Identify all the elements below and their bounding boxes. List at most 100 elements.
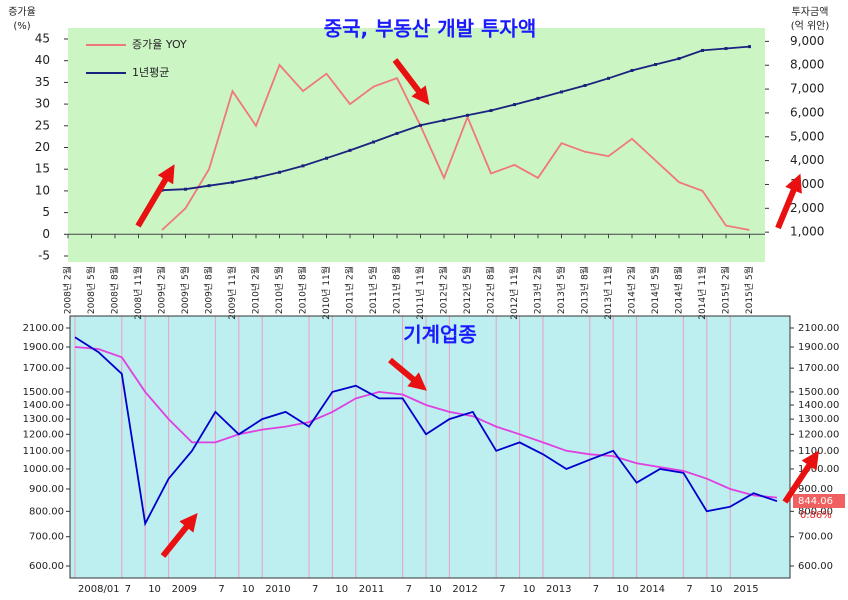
x-tick-label: 2014년 5월: [649, 266, 661, 314]
x-tick-label: 2013년 11월: [602, 266, 614, 320]
y-tick-label: 1500.00: [23, 387, 64, 398]
point: [184, 187, 187, 191]
point: [513, 103, 516, 107]
y-tick-label: 1400.00: [798, 400, 839, 411]
x-tick-label: 2011년 8월: [391, 266, 403, 314]
x-tick-label: 2008년 8월: [109, 266, 121, 314]
x-tick-label: 2008/01: [78, 584, 120, 595]
point: [301, 164, 305, 168]
x-tick-label: 2009년 5월: [179, 266, 191, 314]
legend-label: 증가율 YOY: [132, 38, 187, 51]
x-tick-label: 2012: [452, 584, 477, 595]
last-value-label: 844.06: [798, 496, 833, 507]
x-tick-label: 10: [710, 584, 723, 595]
y-tick-label: 1300.00: [798, 414, 839, 425]
y-tick-label: 1700.00: [798, 363, 839, 374]
x-tick-label: 10: [242, 584, 255, 595]
series-line: [74, 336, 778, 527]
arrow: [135, 164, 175, 228]
x-tick-label: 2008년 11월: [132, 266, 144, 320]
y-tick-label: 5: [42, 205, 50, 219]
y-axis-label: 증가율: [8, 6, 36, 18]
legend-label: 1년평균: [132, 66, 169, 79]
x-tick-label: 2013년 5월: [555, 266, 567, 314]
x-tick-label: 7: [686, 584, 692, 595]
y2-tick-label: 7,000: [790, 82, 824, 96]
y-tick-label: 900.00: [798, 484, 833, 495]
x-tick-label: 10: [429, 584, 442, 595]
y-tick-label: 1200.00: [798, 429, 839, 440]
x-tick-label: 2008년 5월: [85, 266, 97, 314]
y-tick-label: 900.00: [29, 484, 64, 495]
x-tick-label: 2012년 11월: [508, 266, 520, 320]
y2-tick-label: 4,000: [790, 153, 824, 167]
point: [630, 68, 634, 72]
annotation: 0.86%: [800, 510, 832, 521]
point: [278, 170, 281, 174]
point: [325, 156, 328, 160]
x-tick-label: 2010년 11월: [320, 266, 332, 320]
point: [654, 63, 657, 67]
y-tick-label: 800.00: [29, 506, 64, 517]
arrow: [388, 357, 427, 391]
y2-tick-label: 9,000: [790, 34, 824, 48]
y-tick-label: 1500.00: [798, 387, 839, 398]
y2-tick-label: 1,000: [790, 225, 824, 239]
y-tick-label: 1200.00: [23, 429, 64, 440]
point: [372, 140, 375, 144]
y-tick-label: 1100.00: [23, 446, 64, 457]
x-tick-label: 2012년 2월: [438, 266, 450, 314]
y-tick-label: 25: [35, 118, 50, 132]
point: [348, 148, 352, 152]
chart-title: 기계업종: [403, 323, 477, 347]
y-tick-label: 1900.00: [23, 342, 64, 353]
x-tick-label: 2015년 2월: [720, 266, 732, 314]
x-tick-label: 2010년 2월: [250, 266, 262, 314]
y-tick-label: 40: [35, 53, 50, 67]
y2-axis-label: (억 위안): [791, 19, 830, 32]
x-tick-label: 10: [148, 584, 161, 595]
chart-title: 중국, 부동산 개발 투자액: [324, 17, 537, 41]
x-tick-label: 2010년 8월: [297, 266, 309, 314]
arrow: [160, 512, 198, 558]
y-tick-label: 45: [35, 32, 50, 46]
series-line: [74, 346, 778, 499]
x-tick-label: 2014년 2월: [626, 266, 638, 314]
x-tick-label: 2009년 8월: [203, 266, 215, 314]
y-tick-label: 1000.00: [23, 464, 64, 475]
x-tick-label: 2011년 2월: [344, 266, 356, 314]
y-tick-label: 600.00: [798, 561, 833, 572]
y-tick-label: 700.00: [29, 532, 64, 543]
y-tick-label: 1400.00: [23, 400, 64, 411]
x-tick-label: 2015: [733, 584, 758, 595]
x-tick-label: 2013: [546, 584, 571, 595]
frame: [69, 315, 791, 579]
y2-tick-label: 6,000: [790, 105, 824, 119]
y-tick-label: 15: [35, 162, 50, 176]
x-tick-label: 2014년 11월: [696, 266, 708, 320]
y-tick-label: 10: [35, 183, 50, 197]
series-line: [161, 63, 750, 231]
y-axis-label: (%): [13, 21, 30, 32]
point: [231, 180, 234, 184]
x-tick-label: 2009년 2월: [156, 266, 168, 314]
x-tick-label: 7: [218, 584, 224, 595]
x-tick-label: 7: [499, 584, 505, 595]
x-tick-label: 2014: [640, 584, 665, 595]
y-tick-label: 2100.00: [23, 323, 64, 334]
y-tick-label: -5: [38, 249, 50, 263]
y-tick-label: 30: [35, 97, 50, 111]
x-tick-label: 10: [335, 584, 348, 595]
point: [583, 84, 587, 87]
y-tick-label: 700.00: [798, 532, 833, 543]
y2-tick-label: 2,000: [790, 201, 824, 215]
x-tick-label: 2011: [359, 584, 384, 595]
x-tick-label: 7: [125, 584, 131, 595]
point: [701, 48, 704, 52]
y-tick-label: 1100.00: [798, 446, 839, 457]
x-tick-label: 2008년 2월: [62, 266, 74, 314]
point: [466, 113, 469, 117]
x-tick-label: 7: [312, 584, 318, 595]
x-tick-label: 10: [523, 584, 536, 595]
